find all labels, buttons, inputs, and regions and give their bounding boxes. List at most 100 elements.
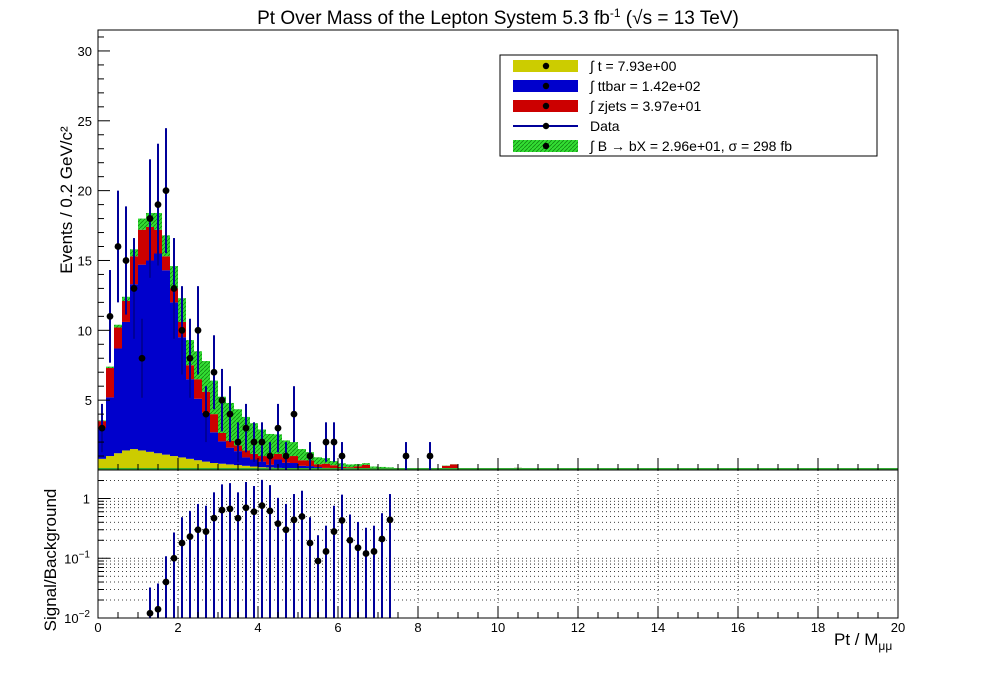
ratio-point-0 [146, 609, 154, 617]
ratio-point-9 [218, 506, 226, 514]
bar-0-8 [162, 454, 170, 470]
top-axes: 5 10 15 20 25 30 [78, 36, 899, 470]
bar-0-1 [106, 456, 114, 470]
bar-0-0 [98, 458, 106, 470]
data-point-16 [226, 410, 234, 418]
data-point-22 [274, 424, 282, 432]
bar-2-28 [322, 463, 330, 468]
bar-1-9 [170, 302, 178, 457]
legend-label: ∫ zjets = 3.97e+01 [589, 98, 701, 114]
bar-2-15 [218, 432, 226, 442]
x-axis-label: Pt / Mμμ [834, 630, 892, 653]
bottom-plot-frame [97, 469, 899, 619]
ratio-point-7 [202, 528, 210, 535]
bar-1-12 [194, 398, 202, 461]
x-tick-label: 10 [491, 620, 505, 635]
data-point-20 [258, 438, 266, 446]
ratio-point-13 [250, 508, 258, 516]
x-tick-label: 0 [94, 620, 101, 635]
data-point-5 [138, 354, 146, 362]
data-point-17 [234, 438, 242, 446]
data-point-30 [426, 452, 434, 460]
x-tick-label: 2 [174, 620, 181, 635]
x-tick-label: 18 [811, 620, 825, 635]
bar-0-10 [178, 457, 186, 470]
bar-3-24 [290, 442, 298, 457]
bar-1-15 [218, 441, 226, 464]
bar-3-31 [346, 464, 354, 468]
bar-0-3 [122, 450, 130, 470]
bar-2-25 [298, 460, 306, 466]
bar-1-8 [162, 270, 170, 455]
bar-1-11 [186, 379, 194, 459]
x-tick-label: 8 [414, 620, 421, 635]
ratio-point-26 [354, 544, 362, 552]
ratio-point-23 [330, 528, 338, 535]
ratio-point-10 [226, 505, 234, 513]
bar-0-6 [146, 451, 154, 470]
bar-2-22 [274, 453, 282, 460]
bottom-y-axis-label: Signal/Background [41, 489, 60, 632]
x-tick-label: 12 [571, 620, 585, 635]
data-point-8 [162, 187, 170, 195]
bar-3-1 [106, 366, 114, 369]
bar-2-33 [362, 464, 370, 470]
top-panel: 5 10 15 20 25 30 Events / 0.2 GeV/c² ∫ t = 7.… [57, 29, 899, 471]
data-point-14 [210, 368, 218, 376]
ratio-points [146, 479, 394, 618]
bar-2-18 [242, 450, 250, 458]
legend-entry-3: Data [513, 118, 620, 134]
bar-3-29 [330, 461, 338, 466]
log-tick-label: 10−2 [64, 609, 90, 626]
data-point-10 [178, 326, 186, 334]
bar-1-22 [274, 459, 282, 468]
data-point-28 [338, 452, 346, 460]
bar-2-2 [114, 327, 122, 349]
legend-marker [542, 62, 550, 70]
log-tick-label: 10−1 [64, 549, 90, 566]
bar-1-2 [114, 348, 122, 454]
legend-marker [542, 122, 550, 130]
bar-3-33 [362, 463, 370, 465]
y-tick-label: 5 [85, 393, 92, 408]
y-tick-label: 15 [78, 253, 92, 268]
bar-1-19 [250, 459, 258, 467]
bar-2-12 [194, 379, 202, 399]
bar-0-15 [218, 463, 226, 470]
ratio-point-12 [242, 504, 250, 512]
legend-label: ∫ B → bX = 2.96e+01, σ = 298 fb [589, 138, 792, 154]
bar-1-3 [122, 321, 130, 451]
x-tick-label: 16 [731, 620, 745, 635]
data-point-25 [306, 452, 314, 460]
bar-1-20 [258, 461, 266, 468]
bottom-axes: 0 2 4 6 8 10 12 14 16 18 20 1 10−1 10−2 [64, 469, 905, 635]
legend-marker [542, 102, 550, 110]
bar-2-14 [210, 414, 218, 433]
data-point-4 [130, 285, 138, 292]
data-point-24 [290, 410, 298, 418]
bar-0-9 [170, 456, 178, 470]
bar-0-2 [114, 453, 122, 470]
ratio-point-21 [314, 557, 322, 565]
ratio-point-8 [210, 514, 218, 522]
bar-3-27 [314, 457, 322, 465]
top-y-axis-label: Events / 0.2 GeV/c² [57, 126, 76, 274]
bar-1-18 [242, 457, 250, 466]
bar-3-35 [378, 466, 386, 469]
bar-2-29 [330, 465, 338, 469]
ratio-point-18 [290, 516, 298, 524]
y-tick-label: 25 [78, 114, 92, 129]
data-points [98, 128, 434, 470]
legend-marker [542, 82, 550, 90]
ratio-point-29 [378, 535, 386, 543]
legend-entry-1: ∫ ttbar = 1.42e+02 [513, 78, 701, 94]
bar-1-14 [210, 432, 218, 464]
log-tick-label: 1 [83, 492, 90, 507]
ratio-point-27 [362, 550, 370, 557]
data-point-7 [154, 201, 162, 209]
legend-label: ∫ t = 7.93e+00 [589, 58, 677, 74]
legend-entry-2: ∫ zjets = 3.97e+01 [513, 98, 701, 114]
ratio-point-11 [234, 514, 242, 522]
legend-label: ∫ ttbar = 1.42e+02 [589, 78, 701, 94]
ratio-point-24 [338, 517, 346, 524]
